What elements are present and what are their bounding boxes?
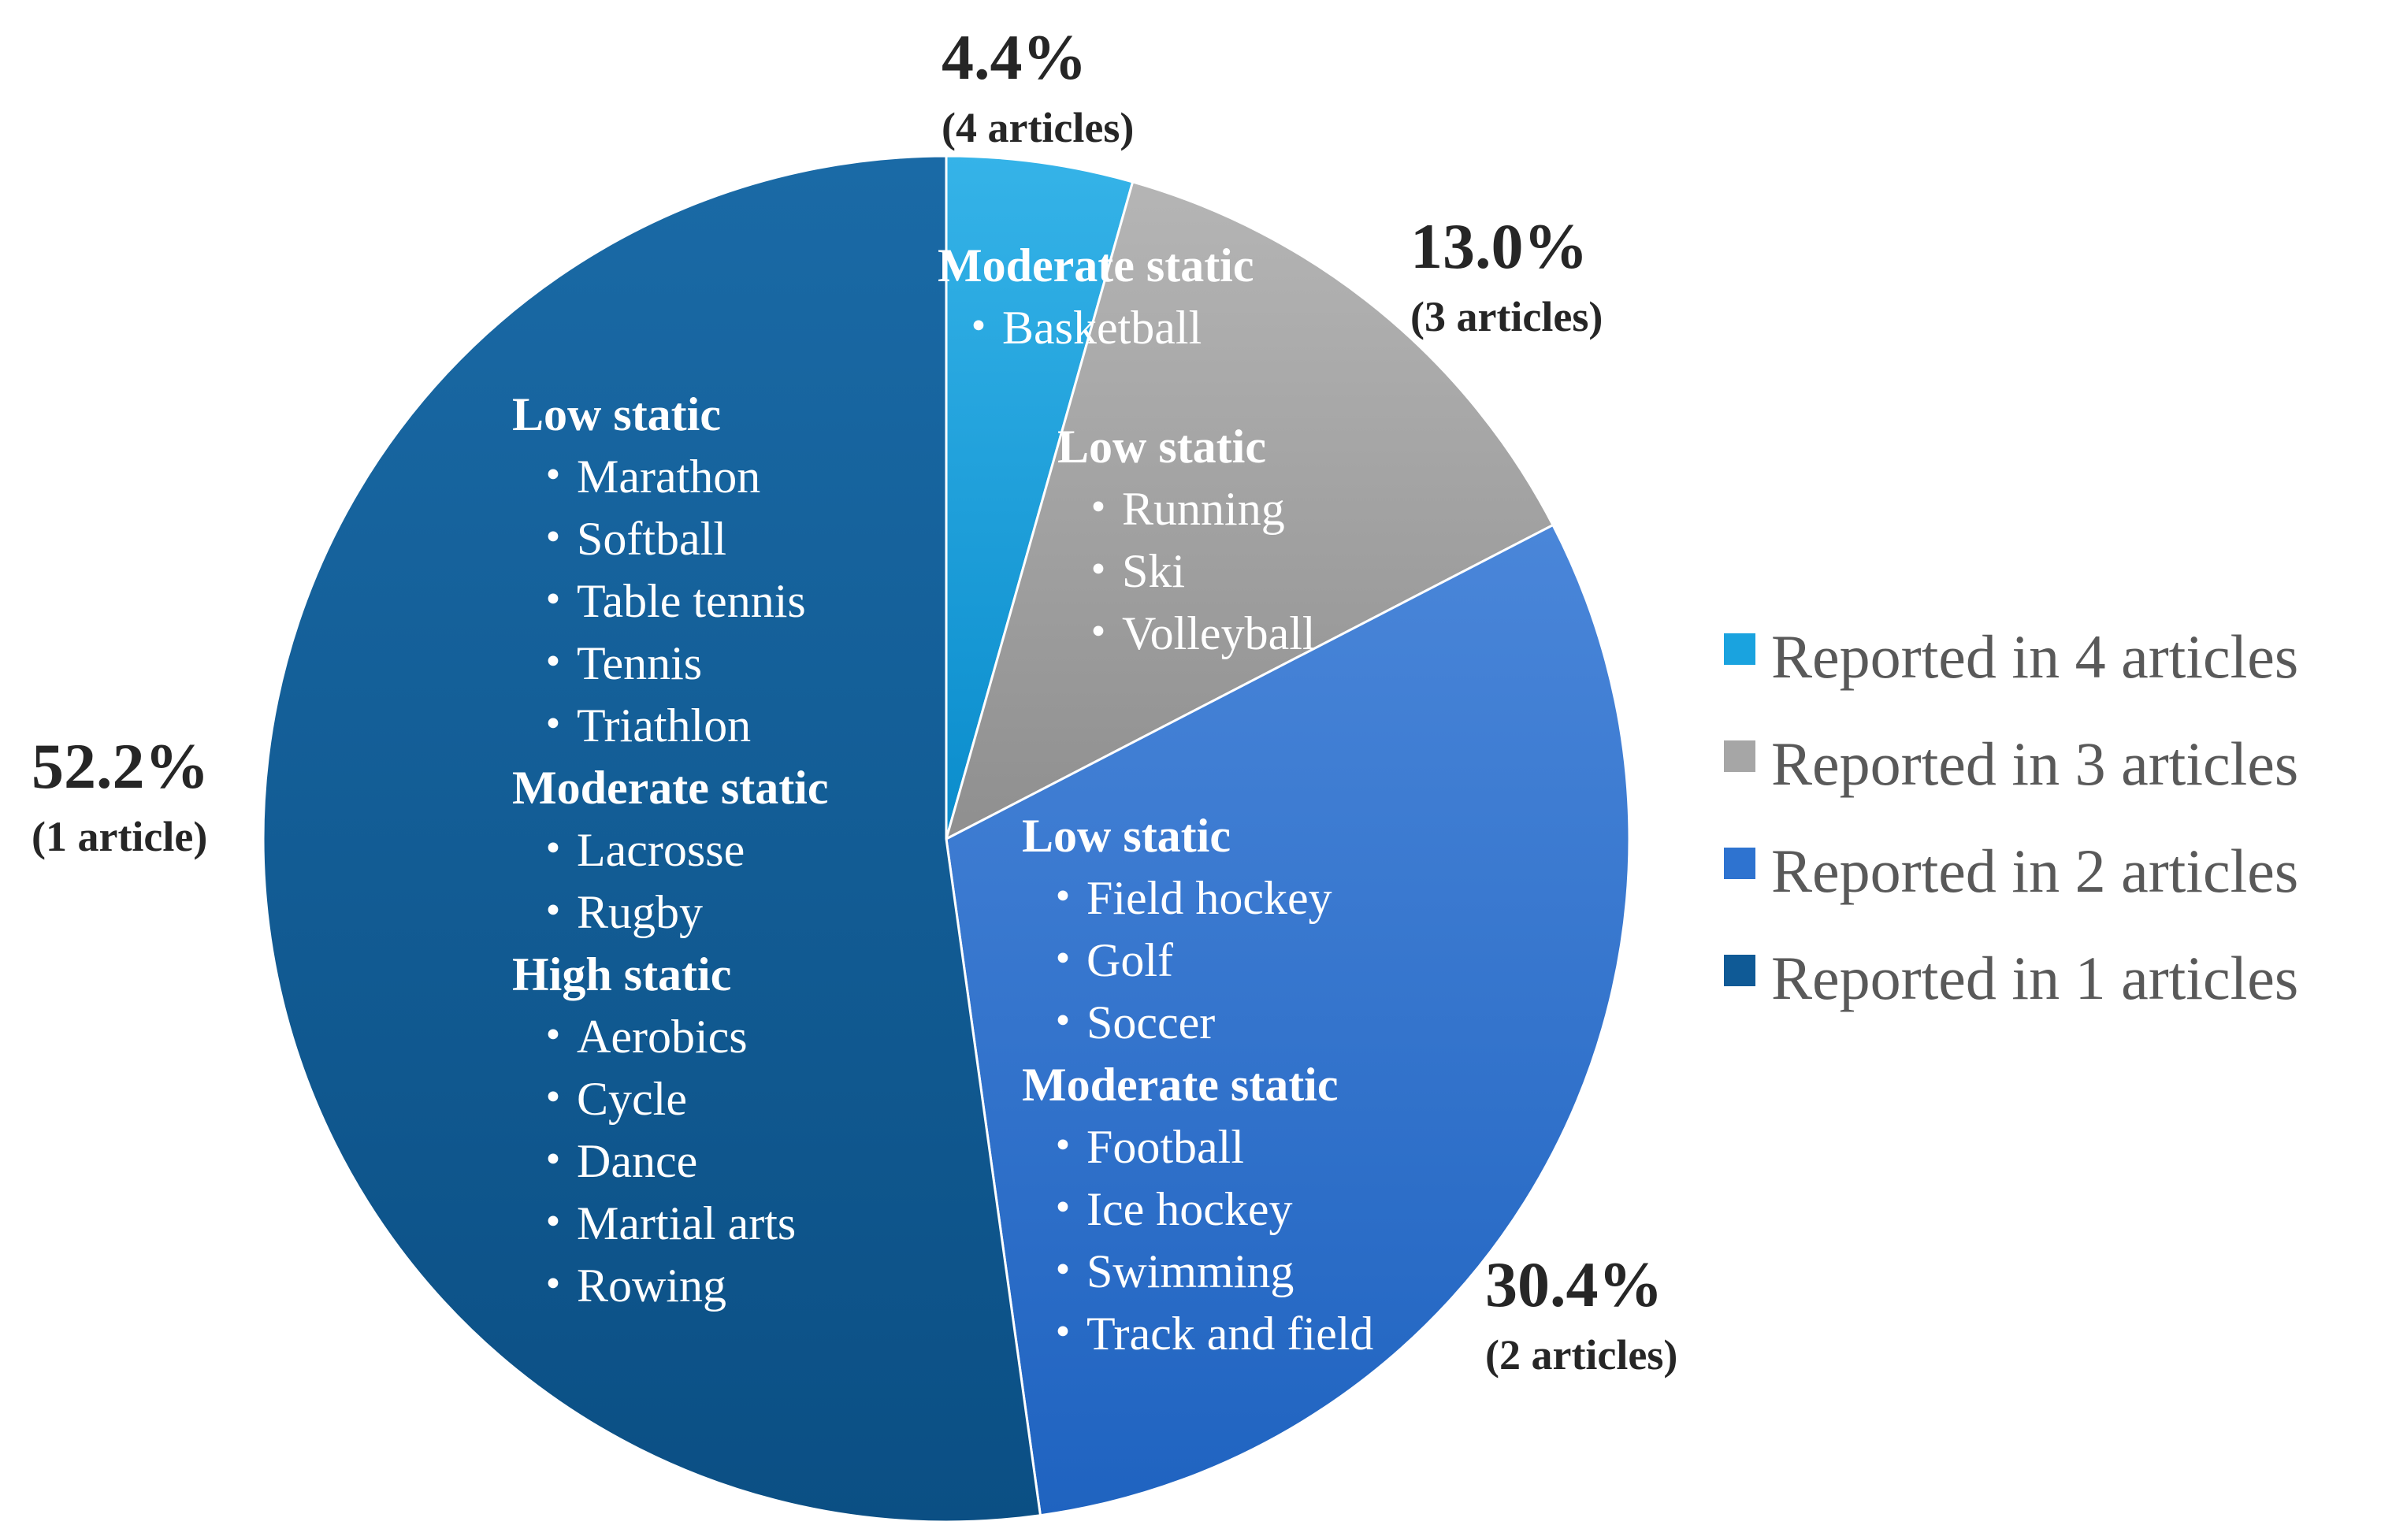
- slice-4-group-2-item-2: ・Rugby: [529, 886, 703, 938]
- legend-swatch-4: [1724, 955, 1755, 986]
- slice-4-group-1-heading: Low static: [512, 388, 721, 440]
- slice-2-group-1-heading: Low static: [1057, 421, 1266, 473]
- slice-3-group-1-heading: Low static: [1022, 810, 1231, 862]
- slice-4-group-3-heading: High static: [512, 948, 731, 1000]
- slice-4-group-3-item-1: ・Aerobics: [529, 1011, 748, 1063]
- slice-3-group-2-heading: Moderate static: [1022, 1059, 1338, 1111]
- legend-label-4: Reported in 1 articles: [1771, 944, 2298, 1012]
- slice-2-group-1-item-2: ・Ski: [1075, 545, 1185, 597]
- slice-4-group-2-item-1: ・Lacrosse: [529, 824, 745, 876]
- pie-slice-2: [944, 180, 1555, 841]
- legend-swatch-3: [1724, 848, 1755, 879]
- slice-4-group-1-item-1: ・Marathon: [529, 451, 760, 503]
- slice-4-group-1-item-2: ・Softball: [529, 513, 726, 565]
- percent-labels: 4.4% (4 articles) 13.0% (3 articles) 30.4% (2…: [32, 21, 1677, 1379]
- slice-4-group-2-heading: Moderate static: [512, 762, 828, 814]
- slice-4-group-1-item-3: ・Table tennis: [529, 575, 806, 627]
- slice-4-group-1-item-5: ・Triathlon: [529, 699, 751, 751]
- legend: Reported in 4 articles Reported in 3 arti…: [1724, 622, 2298, 1012]
- slice-2-group-1-item-3: ・Volleyball: [1075, 607, 1316, 659]
- slice-3-group-2-item-3: ・Swimming: [1039, 1245, 1294, 1297]
- slice-3-group-1-item-3: ・Soccer: [1039, 996, 1215, 1048]
- slice-3-group-2-item-2: ・Ice hockey: [1039, 1183, 1293, 1235]
- slice-4-group-3-item-5: ・Rowing: [529, 1260, 726, 1312]
- legend-swatch-1: [1724, 633, 1755, 665]
- slice-4-group-3-item-3: ・Dance: [529, 1135, 697, 1187]
- slice-4-group-3-item-2: ・Cycle: [529, 1073, 687, 1125]
- slice-group-labels: Moderate static ・Basketball Low static ・Run…: [512, 239, 1373, 1360]
- slice-4-group-3-item-4: ・Martial arts: [529, 1197, 796, 1249]
- pie-slice-3: [945, 523, 1631, 1517]
- legend-label-1: Reported in 4 articles: [1771, 622, 2298, 691]
- slice-2-count-label: (3 articles): [1410, 293, 1603, 340]
- pie-slice-4: [262, 154, 1042, 1523]
- slice-2-group-1-item-1: ・Running: [1075, 483, 1285, 535]
- slice-1-group-1-item-1: ・Basketball: [955, 302, 1202, 354]
- legend-label-3: Reported in 2 articles: [1771, 837, 2298, 905]
- slice-2-percent-label: 13.0%: [1410, 210, 1588, 282]
- legend-swatch-2: [1724, 740, 1755, 772]
- slice-3-group-1-item-2: ・Golf: [1039, 934, 1173, 986]
- slice-4-count-label: (1 article): [32, 813, 207, 860]
- slice-4-percent-label: 52.2%: [32, 730, 210, 802]
- slice-3-percent-label: 30.4%: [1485, 1249, 1663, 1320]
- slice-3-group-2-item-1: ・Football: [1039, 1121, 1244, 1173]
- slice-1-group-1-heading: Moderate static: [938, 239, 1254, 291]
- slice-4-group-1-item-4: ・Tennis: [529, 637, 702, 689]
- pie-slices: [262, 154, 1631, 1523]
- slice-3-group-1-item-1: ・Field hockey: [1039, 872, 1332, 924]
- pie-slice-1: [945, 154, 1135, 840]
- slice-1-percent-label: 4.4%: [942, 21, 1087, 93]
- slice-3-count-label: (2 articles): [1485, 1331, 1677, 1379]
- slice-1-count-label: (4 articles): [942, 104, 1134, 151]
- slice-3-group-2-item-4: ・Track and field: [1039, 1308, 1373, 1360]
- legend-label-2: Reported in 3 articles: [1771, 729, 2298, 798]
